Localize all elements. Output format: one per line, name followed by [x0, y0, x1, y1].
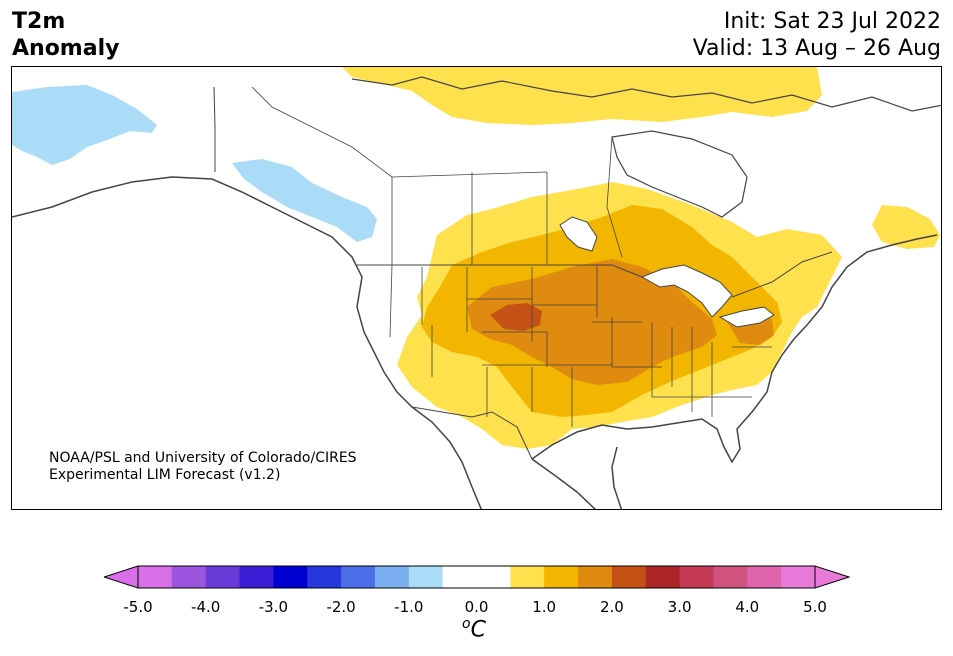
colorbar-cells — [138, 566, 816, 588]
units-celsius: C — [470, 617, 486, 643]
colorbar-cell — [476, 566, 511, 588]
us-canada-border — [357, 251, 833, 298]
colorbar-cell — [781, 566, 816, 588]
units-degree: o — [462, 616, 471, 632]
cool-anomaly-canada-west — [232, 159, 377, 242]
colorbar-cell — [578, 566, 613, 588]
colorbar-cell — [408, 566, 444, 588]
colorbar-cell — [171, 566, 207, 588]
us-mexico-border — [411, 406, 533, 460]
colorbar-tick-label: 4.0 — [735, 598, 760, 616]
credit-text: NOAA/PSL and University of Colorado/CIRE… — [49, 450, 357, 484]
colorbar-cell — [544, 566, 579, 588]
colorbar-cell — [645, 566, 681, 588]
colorbar-cell — [679, 566, 714, 588]
init-date: Init: Sat 23 Jul 2022 — [723, 9, 941, 34]
alaska-border — [213, 86, 216, 172]
great-lakes — [640, 264, 775, 328]
atlantic-coastline — [766, 234, 938, 393]
colorbar-cell — [374, 566, 410, 588]
colorbar-cell — [510, 566, 545, 588]
colorbar-cell — [442, 566, 477, 588]
map-title: T2m Anomaly — [12, 8, 119, 62]
variable-label: T2m — [12, 9, 66, 34]
colorbar-tick-label: -2.0 — [326, 598, 356, 616]
colorbar-cell — [239, 566, 274, 588]
colorbar-tick-label: -1.0 — [394, 598, 424, 616]
anomaly-label: Anomaly — [12, 36, 120, 61]
map-svg — [12, 67, 941, 509]
colorbar-tick-label: -3.0 — [258, 598, 289, 616]
forecast-dates: Init: Sat 23 Jul 2022 Valid: 13 Aug – 26… — [693, 8, 941, 62]
colorbar-tick-label: -4.0 — [191, 598, 221, 616]
pacific-coastline — [12, 176, 482, 509]
colorbar-tick-label: -5.0 — [123, 598, 153, 616]
anomaly-map — [11, 66, 942, 510]
colorbar-cell — [138, 566, 173, 588]
canada-province-borders — [251, 86, 623, 265]
colorbar-cell — [713, 566, 748, 588]
credit-line-1: NOAA/PSL and University of Colorado/CIRE… — [49, 450, 357, 466]
credit-line-2: Experimental LIM Forecast (v1.2) — [49, 467, 281, 483]
colorbar-cell — [273, 566, 308, 588]
hudson-bay — [611, 130, 748, 218]
mexico-coastline — [531, 446, 623, 509]
lake-winnipeg — [559, 216, 598, 252]
state-borders — [389, 264, 772, 427]
colorbar-tick-label: 0.0 — [464, 598, 489, 616]
cool-anomaly-alaska — [12, 85, 157, 165]
units-label: oC — [462, 616, 486, 642]
arctic-coastline — [351, 76, 941, 112]
colorbar-under-arrow — [104, 565, 139, 589]
colorbar-cell — [611, 566, 647, 588]
colorbar-cell — [205, 566, 241, 588]
colorbar-tick-label: 5.0 — [803, 598, 827, 616]
colorbar-outline — [137, 565, 816, 589]
gulf-coastline — [531, 391, 768, 464]
colorbar-cell — [747, 566, 782, 588]
colorbar — [104, 565, 850, 589]
colorbar-tick-label: 2.0 — [599, 598, 624, 616]
colorbar-cell — [341, 566, 376, 588]
colorbar-tick-label: 1.0 — [532, 598, 557, 616]
valid-dates: Valid: 13 Aug – 26 Aug — [692, 36, 941, 61]
colorbar-over-arrow — [814, 565, 850, 589]
colorbar-cell — [307, 566, 342, 588]
warm-anomaly-max — [490, 303, 542, 331]
colorbar-tick-label: 3.0 — [667, 598, 692, 616]
